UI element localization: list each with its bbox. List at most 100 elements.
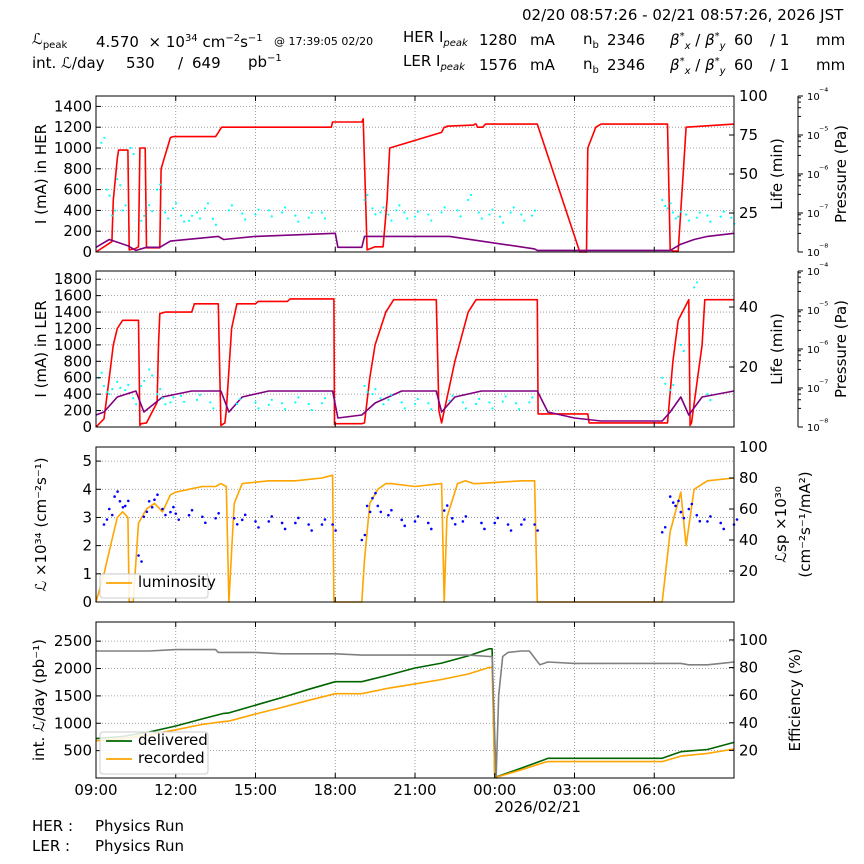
her-pressure-point (488, 213, 491, 216)
her-pressure-point (413, 215, 417, 218)
ler-pressure-tick-label: 10 (807, 345, 820, 356)
lumi-specific-point (429, 527, 433, 531)
ler-nb-label: nb (583, 55, 599, 76)
lumi-specific-point (126, 499, 130, 503)
intlumi-xtick-label: 15:00 (234, 781, 277, 799)
ler-pressure-point (387, 398, 390, 402)
lumi-specific-point (690, 502, 694, 506)
ler-pressure-point (379, 397, 382, 400)
ler-pressure-point (501, 400, 504, 403)
lumi-ytick-right-label: 20 (739, 562, 758, 580)
int-luminosity-label: int. ℒ/day (32, 54, 105, 72)
ler-pressure-tick-exp: ⁻⁴ (819, 262, 828, 273)
intlumi-ylabel-right: Efficiency (%) (786, 649, 804, 752)
her-pressure-point (198, 217, 202, 220)
lumi-specific-point (164, 513, 167, 517)
lumi-specific-point (400, 518, 404, 522)
her-pressure-point (190, 214, 194, 217)
ler-pressure-tick-label: 10 (807, 384, 820, 395)
her-pressure-point (132, 152, 135, 156)
lumi-specific-point (533, 523, 536, 526)
lumi-ylabel: ℒ ×10³⁴ (cm⁻²s⁻¹) (32, 457, 50, 591)
int-luminosity-value1: 530 (126, 54, 155, 72)
intlumi-xtick-label: 18:00 (314, 781, 357, 799)
her-pressure-point (227, 209, 231, 212)
her-pressure-point (121, 209, 124, 212)
her-pressure-point (159, 183, 162, 186)
lumi-specific-point (113, 495, 116, 498)
lumi-specific-point (161, 507, 164, 511)
lumi-specific-point (682, 516, 686, 520)
ler-ylabel-right: Life (min) (768, 313, 786, 385)
lumi-specific-point (232, 517, 236, 520)
lumi-specific-point (214, 517, 217, 520)
her-ytick-right-label: 75 (739, 126, 758, 144)
her-pressure-point (371, 207, 374, 210)
lumi-specific-point (368, 510, 372, 514)
ler-life-line (95, 390, 735, 422)
her-pressure-point (671, 211, 674, 214)
her-pressure-point (124, 204, 127, 207)
ler-pressure-point (374, 388, 377, 391)
her-pressure-tick-label: 10 (807, 131, 820, 142)
lumi-specific-point (235, 523, 239, 526)
lumi-specific-point (307, 523, 310, 526)
her-pressure-point (206, 202, 210, 205)
lumi-specific-point (190, 508, 194, 512)
lumi-specific-point (426, 521, 430, 525)
ler-pressure-point (132, 397, 135, 400)
her-peak-value: 1280 (479, 31, 518, 49)
ler-pressure-point (403, 407, 406, 410)
lumi-specific-point (506, 523, 510, 526)
her-pressure-point (363, 198, 366, 202)
her-pressure-point (171, 207, 175, 210)
lumi-ytick-label: 2 (82, 537, 92, 555)
lumi-specific-point (453, 523, 457, 526)
her-pressure-point (254, 213, 257, 216)
her-pressure-point (443, 206, 446, 209)
lumi-specific-point (334, 529, 337, 532)
lumi-specific-point (140, 560, 143, 563)
lumi-specific-point (677, 499, 680, 503)
lumi-specific-point (320, 523, 324, 526)
her-pressure-point (211, 217, 215, 220)
ler-pressure-point (105, 390, 109, 394)
intlumi-xtick-label: 12:00 (154, 781, 197, 799)
ler-pressure-point (461, 401, 464, 404)
time-range: 02/20 08:57:26 - 02/21 08:57:26, 2026 JS… (522, 6, 844, 24)
lumi-luminosity-line (95, 474, 735, 603)
ler-pressure-point (310, 408, 313, 412)
her-pressure-tick-exp: ⁻⁸ (819, 243, 828, 254)
ler-pressure-point (307, 402, 310, 406)
her-peak-label: HER Ipeak (403, 28, 468, 49)
ler-pressure-tick-label: 10 (807, 423, 820, 434)
ler-ytick-label: 1000 (54, 336, 92, 354)
her-life-line (95, 232, 735, 252)
ler-pressure-point (363, 384, 366, 388)
lumi-specific-point (121, 505, 125, 509)
ler-pressure-point (382, 403, 385, 406)
her-pressure-point (230, 204, 234, 207)
lumi-specific-point (687, 507, 691, 511)
ler-pressure-point (172, 396, 175, 399)
her-pressure-point (156, 188, 159, 191)
ler-pressure-point (161, 397, 164, 400)
ler-pressure-point (127, 383, 130, 387)
her-pressure-point (698, 211, 701, 214)
her-pressure-point (151, 210, 154, 213)
her-pressure-tick-exp: ⁻⁷ (819, 204, 828, 215)
her-status-value: Physics Run (95, 817, 185, 835)
ler-pressure-point (464, 407, 467, 410)
lumi-specific-point (102, 523, 106, 526)
ler-pressure-point (283, 408, 287, 411)
lumi-specific-point (722, 527, 726, 531)
her-pressure-point (664, 204, 667, 208)
her-pressure-point (398, 204, 401, 207)
her-pressure-point (661, 198, 664, 202)
her-ylabel-right: Life (min) (768, 138, 786, 210)
intlumi-xtick-label: 06:00 (633, 781, 676, 799)
lumi-specific-point (254, 520, 257, 523)
ler-pressure-point (179, 394, 183, 397)
ler-pressure-point (254, 401, 257, 404)
ler-pressure-point (209, 401, 212, 404)
